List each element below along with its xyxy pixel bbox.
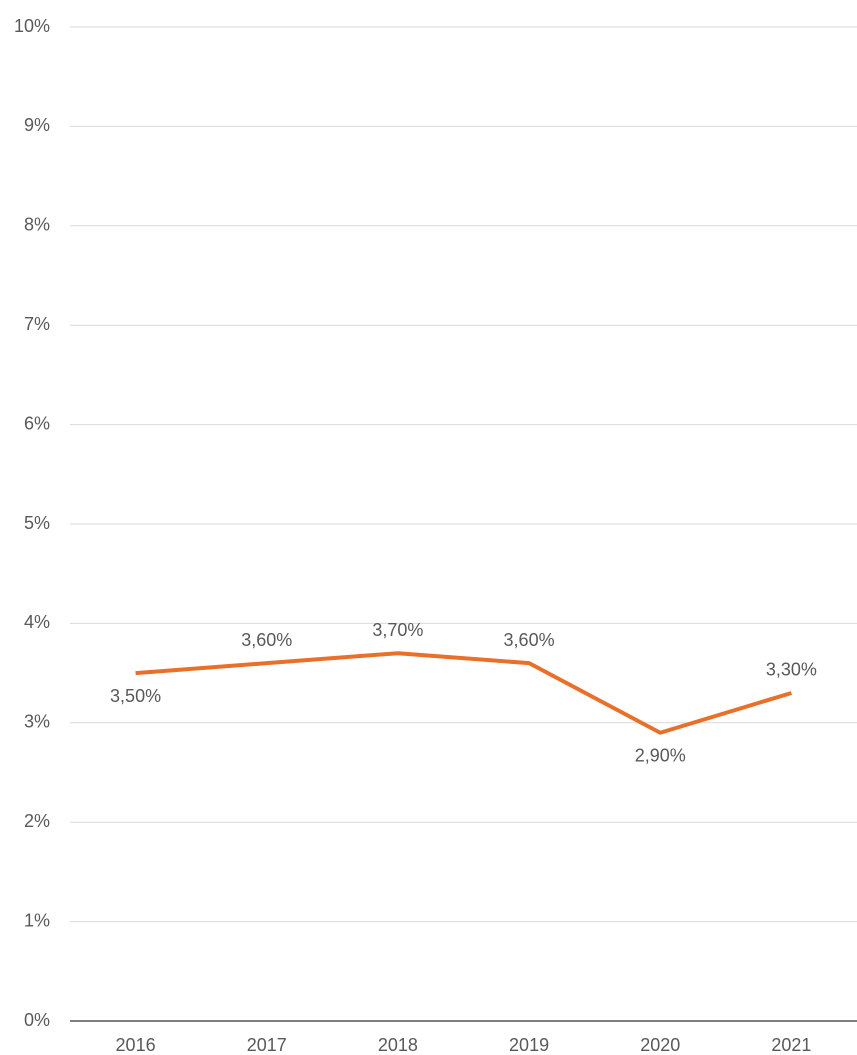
y-tick-label: 5% bbox=[24, 513, 50, 533]
x-tick-label: 2016 bbox=[116, 1035, 156, 1055]
x-tick-label: 2017 bbox=[247, 1035, 287, 1055]
y-tick-label: 3% bbox=[24, 712, 50, 732]
x-tick-label: 2021 bbox=[771, 1035, 811, 1055]
y-tick-label: 10% bbox=[14, 16, 50, 36]
data-label: 3,70% bbox=[372, 620, 423, 640]
data-label: 2,90% bbox=[635, 745, 686, 765]
y-tick-label: 0% bbox=[24, 1010, 50, 1030]
x-tick-label: 2019 bbox=[509, 1035, 549, 1055]
data-label: 3,50% bbox=[110, 686, 161, 706]
line-series bbox=[135, 651, 792, 735]
data-label: 3,60% bbox=[241, 630, 292, 650]
y-tick-label: 1% bbox=[24, 910, 50, 930]
data-label: 3,60% bbox=[504, 630, 555, 650]
y-tick-label: 7% bbox=[24, 314, 50, 334]
y-tick-label: 6% bbox=[24, 413, 50, 433]
x-tick-label: 2018 bbox=[378, 1035, 418, 1055]
y-tick-label: 8% bbox=[24, 215, 50, 235]
y-tick-label: 2% bbox=[24, 811, 50, 831]
x-tick-label: 2020 bbox=[640, 1035, 680, 1055]
data-label: 3,30% bbox=[766, 660, 817, 680]
y-tick-label: 4% bbox=[24, 612, 50, 632]
y-tick-label: 9% bbox=[24, 115, 50, 135]
